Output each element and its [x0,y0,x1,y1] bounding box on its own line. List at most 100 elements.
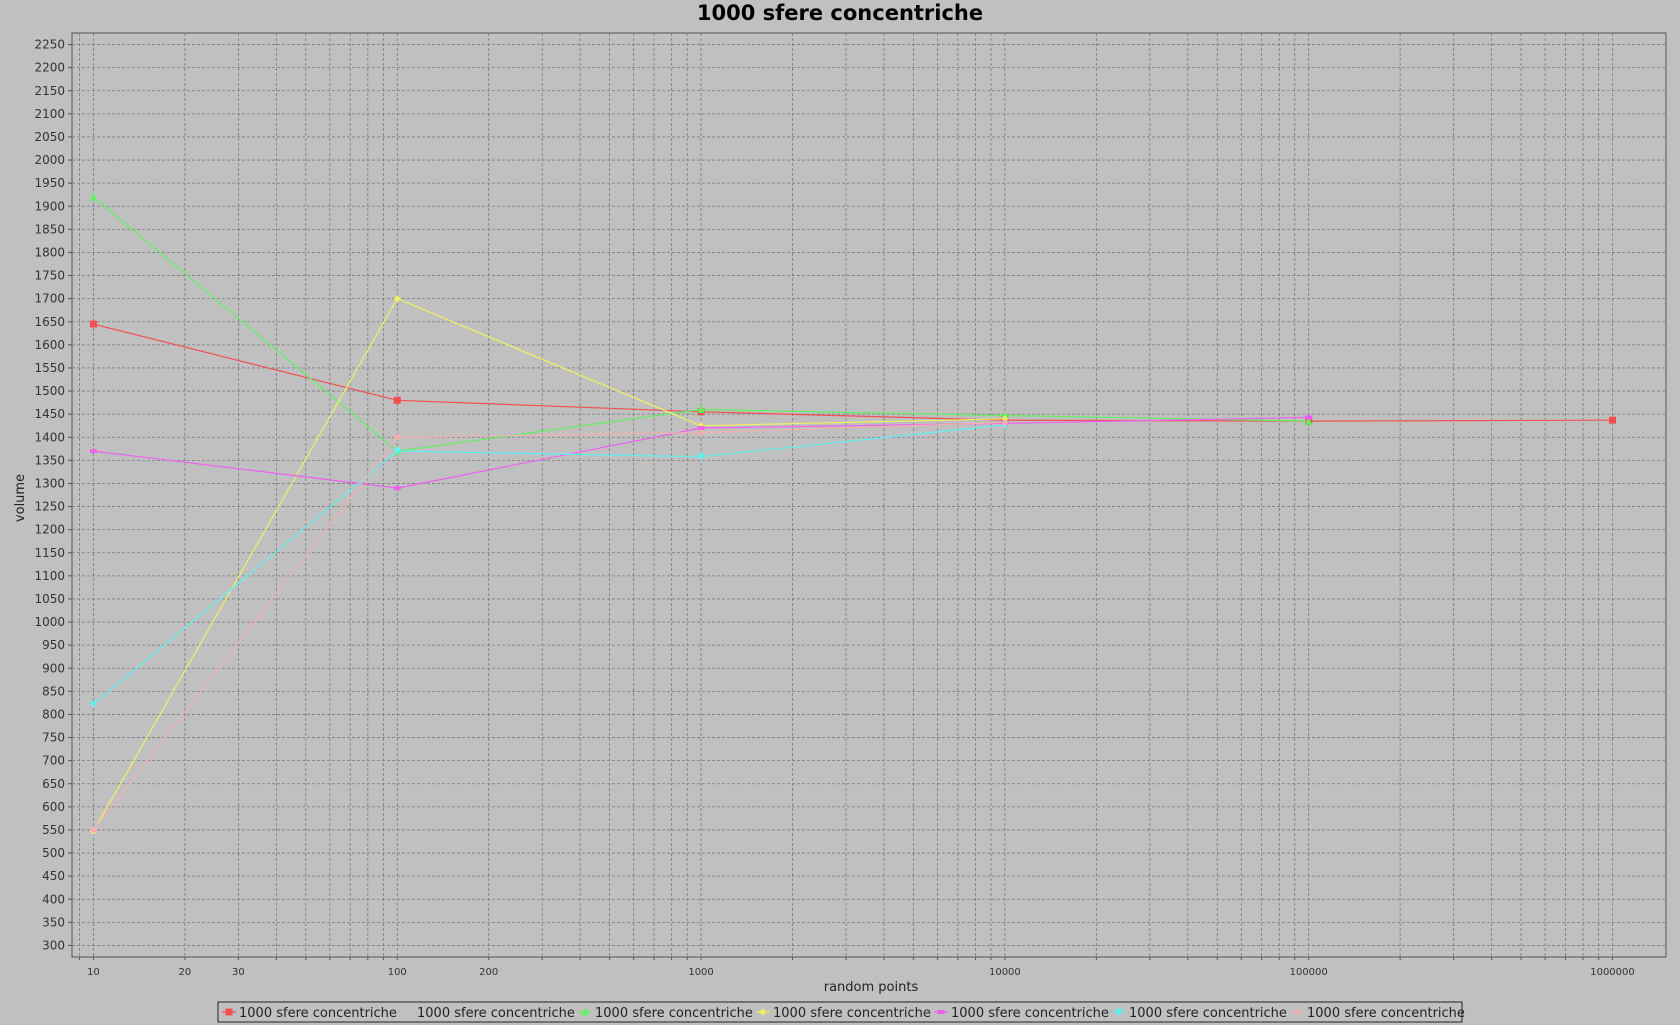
legend-label: 1000 sfere concentriche [417,1006,575,1021]
legend-item: 1000 sfere concentriche [222,1006,397,1021]
x-axis-label: random points [824,980,919,995]
x-axis: 10 20 30 100 200 1000 10000 100000 1000000 [79,957,1635,978]
data-point [394,434,401,441]
y-tick-label: 850 [42,684,65,698]
data-point [225,1008,233,1016]
y-tick-label: 1300 [34,476,65,490]
data-point [697,426,705,431]
y-tick-label: 1700 [34,292,65,306]
x-tick-label: 30 [232,967,245,978]
data-point [393,295,401,303]
y-tick-label: 800 [42,707,65,721]
data-point [1609,416,1617,424]
y-tick-label: 2000 [34,153,65,167]
legend-item: 1000 sfere concentriche [1290,1006,1465,1021]
y-tick-label: 1850 [34,222,65,236]
legend-item: 1000 sfere concentriche [934,1006,1109,1021]
y-tick-label: 650 [42,777,65,791]
data-point [697,405,705,414]
data-point [89,320,97,328]
y-tick-label: 700 [42,754,65,768]
series-7 [90,419,1008,833]
grid-lines [72,33,1666,957]
data-point [393,486,401,491]
y-tick-label: 450 [42,869,65,883]
legend-item: 1000 sfere concentriche [578,1006,753,1021]
data-point [90,826,97,833]
legend-label: 1000 sfere concentriche [951,1006,1109,1021]
series-line [92,297,1005,832]
y-tick-label: 2250 [34,38,65,52]
y-tick-label: 1400 [34,430,65,444]
x-tick-label: 20 [179,967,192,978]
data-point [1115,1008,1123,1017]
y-tick-label: 1650 [34,315,65,329]
y-tick-label: 2050 [34,130,65,144]
plot-area [71,32,1667,958]
y-tick-label: 1150 [34,546,65,560]
legend-item: 1000 sfere concentriche [756,1006,931,1021]
legend-label: 1000 sfere concentriche [595,1006,753,1021]
series-line [92,421,1005,831]
y-tick-label: 300 [42,938,65,952]
y-tick-label: 600 [42,800,65,814]
data-point [393,396,401,404]
data-point [89,449,97,454]
legend-label: 1000 sfere concentriche [773,1006,931,1021]
y-tick-label: 2150 [34,84,65,98]
data-point [1294,1009,1300,1015]
data-point [89,700,97,709]
plot-background [71,32,1667,958]
y-axis-label: volume [13,474,28,522]
legend-item: 1000 sfere concentriche [1112,1006,1287,1021]
chart-title: 1000 sfere concentriche [697,1,983,25]
x-tick-label: 1000000 [1590,967,1635,978]
legend-box [217,1001,1463,1023]
data-point [581,1007,589,1016]
x-tick-label: 10000 [989,967,1021,978]
y-tick-label: 2100 [34,107,65,121]
x-tick-label: 100000 [1290,967,1328,978]
data-point [937,1010,945,1014]
series-line [93,424,1005,705]
y-tick-label: 1100 [34,569,65,583]
y-tick-label: 1350 [34,453,65,467]
y-tick-label: 1450 [34,407,65,421]
legend-label: 1000 sfere concentriche [1129,1006,1287,1021]
y-tick-label: 400 [42,892,65,906]
data-point [697,453,705,462]
data-point [759,1008,767,1016]
data-point [393,447,401,456]
x-tick-label: 200 [479,967,498,978]
legend-label: 1000 sfere concentriche [1307,1006,1465,1021]
y-tick-label: 1600 [34,338,65,352]
legend-label: 1000 sfere concentriche [239,1006,397,1021]
data-point [89,192,97,201]
x-tick-label: 1000 [688,967,713,978]
y-tick-label: 1750 [34,269,65,283]
y-tick-label: 1200 [34,523,65,537]
y-tick-label: 1550 [34,361,65,375]
y-tick-label: 1500 [34,384,65,398]
y-tick-label: 550 [42,823,65,837]
y-tick-label: 350 [42,915,65,929]
y-tick-label: 1050 [34,592,65,606]
legend: 1000 sfere concentriche 1000 sfere concen… [217,1001,1465,1023]
data-point [1305,415,1313,420]
y-tick-label: 2200 [34,61,65,75]
data-point [1305,416,1313,425]
y-tick-label: 1800 [34,245,65,259]
y-axis: 300 350 400 450 500 550 600 650 700 750 800 850 900 9… [34,38,72,952]
legend-item: 1000 sfere concentriche [417,1006,575,1021]
y-tick-label: 900 [42,661,65,675]
y-tick-label: 1950 [34,176,65,190]
y-tick-label: 1250 [34,500,65,514]
y-tick-label: 500 [42,846,65,860]
data-point [698,429,705,436]
x-tick-label: 10 [87,967,100,978]
data-point [1001,419,1008,426]
y-tick-label: 950 [42,638,65,652]
x-tick-label: 100 [388,967,407,978]
y-tick-label: 1900 [34,199,65,213]
